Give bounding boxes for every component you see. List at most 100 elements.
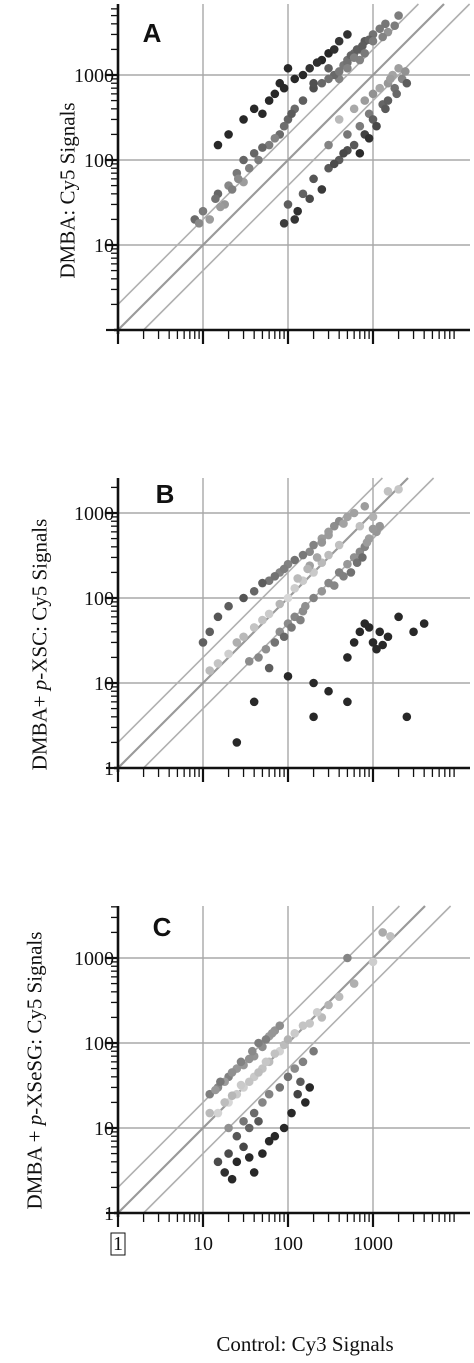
- panel-title-c: C: [153, 912, 172, 942]
- data-point-a-106: [211, 194, 220, 204]
- data-point-b-87: [249, 697, 259, 707]
- data-point-c-51: [232, 1157, 242, 1167]
- data-point-a-53: [224, 130, 233, 139]
- data-point-a-15: [298, 96, 308, 105]
- ref-line-lower-c: [143, 905, 452, 1214]
- data-point-c-27: [227, 1068, 237, 1077]
- panel-title-b: B: [156, 479, 175, 509]
- ref-line-equal-a: [117, 3, 445, 331]
- data-point-a-25: [258, 143, 267, 152]
- data-point-b-5: [264, 609, 274, 619]
- data-point-c-68: [270, 1131, 280, 1141]
- data-point-b-56: [317, 586, 327, 596]
- data-point-b-4: [275, 599, 285, 609]
- data-point-b-14: [213, 659, 223, 668]
- data-point-c-60: [290, 1064, 300, 1073]
- ref-line-lower-a: [143, 3, 471, 331]
- data-point-b-81: [355, 627, 365, 637]
- data-point-a-73: [375, 83, 385, 93]
- data-point-a-0: [324, 63, 333, 73]
- data-point-b-43: [324, 527, 333, 537]
- data-point-c-45: [275, 1083, 285, 1092]
- data-point-a-112: [233, 174, 243, 184]
- data-point-a-52: [239, 115, 248, 124]
- data-point-c-63: [305, 1083, 314, 1092]
- data-point-b-27: [213, 612, 223, 622]
- data-point-a-94: [339, 148, 348, 158]
- data-point-a-109: [198, 206, 208, 216]
- data-point-c-64: [301, 1098, 310, 1107]
- data-point-c-15: [270, 1049, 280, 1058]
- x-tick-label-box-1: [110, 1232, 126, 1256]
- data-point-a-32: [244, 163, 254, 173]
- data-point-b-45: [317, 538, 327, 547]
- data-point-c-10: [205, 1108, 215, 1118]
- data-point-a-100: [392, 89, 401, 99]
- data-point-b-26: [224, 601, 233, 611]
- data-point-a-18: [334, 67, 344, 76]
- data-point-a-93: [329, 159, 339, 169]
- data-point-c-65: [293, 1089, 302, 1099]
- x-tick-label-1: 1: [113, 1233, 123, 1255]
- data-point-b-39: [343, 512, 352, 522]
- data-point-c-58: [264, 1136, 274, 1146]
- data-point-b-11: [239, 632, 248, 642]
- data-point-b-79: [419, 619, 429, 628]
- data-point-a-13: [375, 24, 385, 34]
- data-point-b-71: [372, 644, 381, 654]
- data-point-a-10: [317, 78, 327, 88]
- data-point-c-28: [244, 1054, 254, 1064]
- data-point-b-74: [383, 632, 393, 642]
- data-point-a-111: [227, 185, 237, 194]
- x-tick-label-1000: 1000: [353, 1233, 393, 1255]
- data-point-a-27: [239, 155, 248, 165]
- data-point-a-104: [386, 74, 395, 84]
- data-point-c-54: [227, 1174, 237, 1184]
- data-point-c-79: [305, 1019, 314, 1028]
- data-point-c-53: [220, 1168, 229, 1177]
- data-point-a-43: [349, 53, 359, 62]
- data-point-c-75: [386, 932, 395, 941]
- data-point-a-79: [372, 121, 381, 131]
- data-point-c-77: [324, 1000, 333, 1010]
- data-point-a-102: [402, 78, 412, 88]
- data-point-a-33: [254, 155, 263, 165]
- data-point-a-48: [283, 63, 293, 73]
- data-point-a-71: [343, 130, 352, 139]
- data-point-a-113: [216, 202, 225, 212]
- data-point-c-74: [378, 928, 387, 937]
- data-point-c-42: [249, 1108, 259, 1118]
- data-point-a-105: [205, 215, 215, 224]
- data-point-b-63: [352, 558, 362, 568]
- data-point-a-66: [349, 104, 359, 114]
- data-point-b-3: [324, 550, 333, 560]
- data-point-b-96: [301, 601, 310, 611]
- data-point-a-63: [258, 109, 267, 119]
- data-point-a-54: [213, 140, 223, 150]
- data-point-c-7: [244, 1077, 254, 1087]
- data-point-b-52: [343, 559, 352, 569]
- data-point-b-90: [402, 712, 412, 722]
- data-point-b-40: [349, 508, 359, 518]
- data-point-a-91: [290, 215, 300, 224]
- data-point-b-101: [244, 657, 254, 666]
- data-point-c-33: [254, 1038, 263, 1048]
- data-point-b-37: [270, 572, 280, 581]
- data-point-c-40: [224, 1123, 233, 1133]
- data-point-a-51: [249, 104, 259, 114]
- data-point-c-50: [224, 1149, 233, 1158]
- y-tick-label-b-1000: 1000: [74, 503, 114, 525]
- data-point-a-41: [378, 32, 387, 42]
- data-point-c-34: [261, 1035, 271, 1044]
- data-point-a-14: [324, 74, 333, 84]
- x-tick-label-10: 10: [193, 1233, 213, 1255]
- data-point-c-17: [283, 1035, 293, 1044]
- data-point-c-13: [236, 1080, 246, 1090]
- data-point-a-56: [334, 36, 344, 46]
- y-tick-label-a-10: 10: [94, 235, 114, 257]
- data-point-a-23: [264, 140, 274, 150]
- data-point-a-103: [401, 67, 410, 76]
- data-point-a-96: [394, 63, 403, 73]
- data-point-b-85: [283, 671, 293, 681]
